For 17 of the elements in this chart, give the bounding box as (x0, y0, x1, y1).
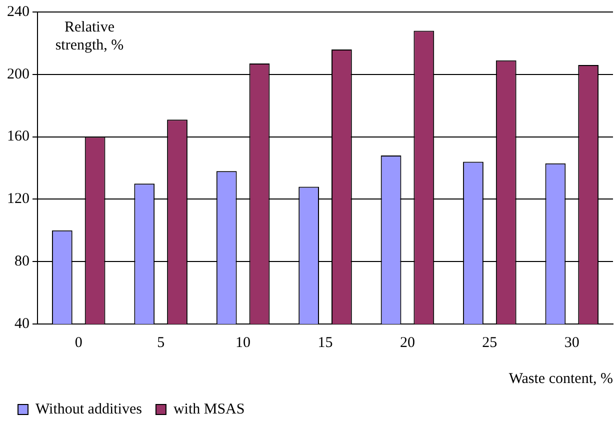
x-tick-label: 20 (400, 334, 415, 351)
x-tick-label: 10 (236, 334, 251, 351)
legend-label: Without additives (36, 401, 142, 418)
x-tick-label: 0 (74, 334, 82, 351)
x-tick-label: 25 (482, 334, 498, 351)
x-tick-label: 15 (318, 334, 333, 351)
y-tick-label: 200 (7, 66, 30, 82)
y-tick-label: 40 (14, 316, 30, 332)
y-tick-label: 160 (7, 128, 30, 145)
y-tick-label: 80 (14, 254, 30, 270)
x-tick-label: 5 (157, 334, 165, 351)
x-axis-title: Waste content, % (508, 370, 613, 387)
y-tick-label: 240 (7, 4, 30, 20)
y-axis-title: Relative strength, % (55, 19, 124, 54)
y-tick-label: 120 (7, 191, 30, 208)
legend-label: with MSAS (173, 401, 245, 418)
x-tick-label: 30 (564, 334, 580, 351)
